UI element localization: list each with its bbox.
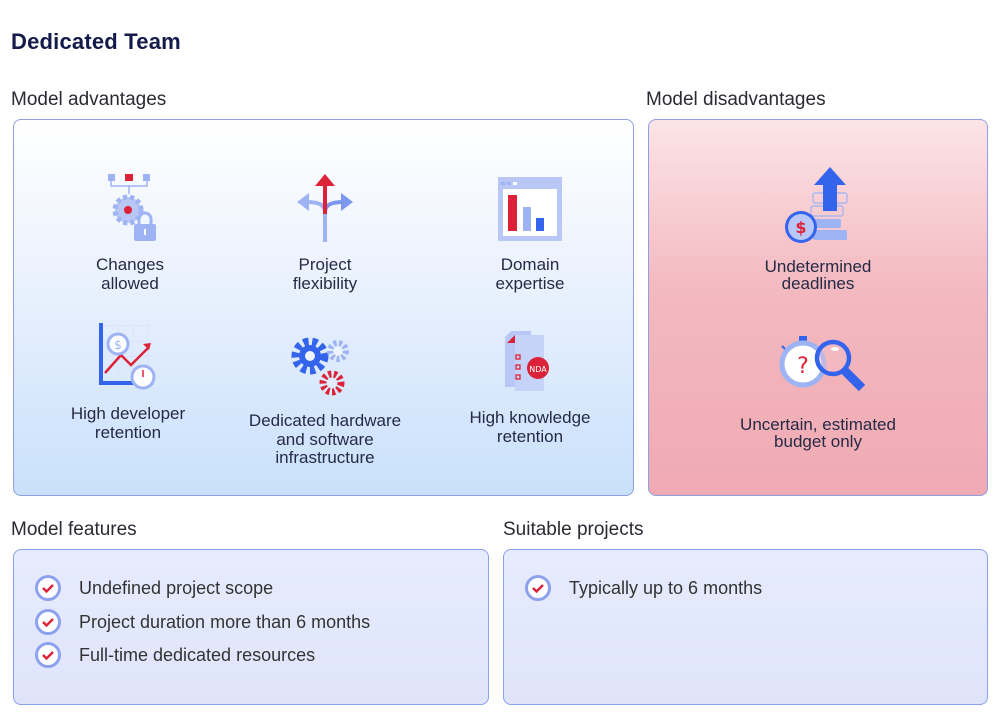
feature-item: Undefined project scope	[35, 575, 273, 601]
advantage-label: Project flexibility	[292, 255, 358, 293]
advantages-heading: Model advantages	[11, 89, 167, 110]
advantage-developer-retention: $ High developer retention	[28, 321, 228, 442]
bar-chart-window-icon	[498, 177, 562, 241]
features-heading: Model features	[11, 519, 137, 540]
suitable-heading: Suitable projects	[503, 519, 644, 540]
feature-text: Project duration more than 6 months	[79, 611, 371, 632]
advantage-changes-allowed: Changes allowed	[30, 172, 230, 293]
split-arrows-icon	[297, 174, 353, 242]
advantage-label: Dedicated hardware and software infrastruc…	[248, 411, 402, 467]
page-title: Dedicated Team	[11, 29, 181, 54]
coins-arrow-up-icon: $	[785, 167, 848, 243]
suitable-text: Typically up to 6 months	[569, 577, 763, 598]
advantage-infrastructure: Dedicated hardware and software infrastruc…	[225, 334, 425, 468]
advantage-label: Changes allowed	[95, 255, 165, 293]
disadvantage-deadlines: $ Undetermined deadlines	[718, 165, 918, 292]
disadvantage-label: Undetermined deadlines	[764, 257, 872, 293]
gear-lock-icon	[108, 174, 156, 241]
feature-item: Full-time dedicated resources	[35, 642, 315, 668]
check-icon	[35, 642, 61, 668]
disadvantages-heading: Model disadvantages	[646, 89, 826, 110]
advantage-label: Domain expertise	[495, 255, 565, 293]
suitable-panel	[503, 549, 988, 705]
gears-icon	[291, 337, 349, 396]
feature-text: Undefined project scope	[79, 577, 274, 598]
advantage-label: High knowledge retention	[469, 408, 591, 446]
stopwatch-magnifier-icon: ?	[779, 336, 866, 392]
advantage-knowledge-retention: NDA High knowledge retention	[430, 331, 630, 446]
features-panel	[13, 549, 489, 705]
growth-chart-clock-icon: $	[99, 323, 156, 390]
check-icon	[35, 609, 61, 635]
advantage-project-flexibility: Project flexibility	[225, 172, 425, 293]
advantage-label: High developer retention	[70, 404, 186, 442]
svg-text:?: ?	[797, 354, 809, 379]
nda-document-icon: NDA	[505, 331, 549, 391]
check-icon	[35, 575, 61, 601]
disadvantage-label: Uncertain, estimated budget only	[740, 415, 896, 451]
feature-item: Project duration more than 6 months	[35, 609, 370, 635]
check-icon	[525, 575, 551, 601]
feature-text: Full-time dedicated resources	[79, 644, 316, 665]
svg-text:$: $	[795, 218, 806, 237]
svg-text:NDA: NDA	[529, 365, 547, 374]
svg-text:$: $	[114, 338, 122, 352]
disadvantage-budget: ? Uncertain, estimated budget only	[718, 336, 918, 450]
advantage-domain-expertise: Domain expertise	[430, 172, 630, 293]
suitable-item: Typically up to 6 months	[525, 575, 762, 601]
